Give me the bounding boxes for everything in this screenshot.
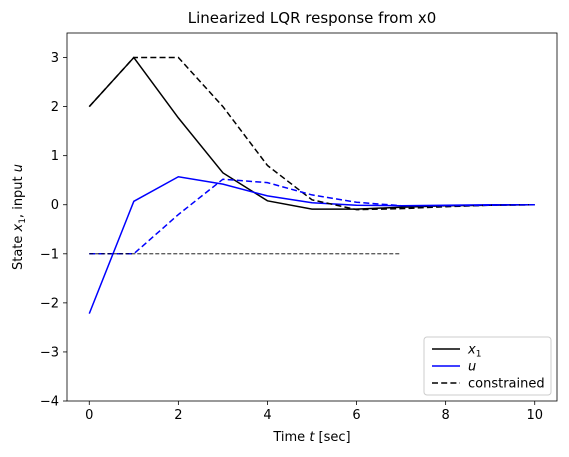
x-tick-label: 8	[441, 408, 449, 423]
y-tick-label: 3	[51, 51, 59, 66]
series-line-x1	[88, 56, 535, 210]
x-tick-label: 6	[352, 408, 360, 423]
y-tick-label: 2	[51, 100, 59, 115]
y-tick-label: −3	[40, 345, 59, 360]
series-line-u	[88, 175, 535, 314]
y-tick-label: −2	[40, 296, 59, 311]
series-line-u-constrained	[89, 178, 535, 255]
legend: x1u constrained	[423, 336, 552, 396]
y-tick-label: 0	[51, 198, 59, 213]
legend-label: x1	[467, 343, 481, 360]
series-lines	[88, 56, 535, 314]
y-tick-label: 1	[51, 149, 59, 164]
series-line-constrained	[88, 56, 535, 211]
y-axis: −4 −3 −2 −1 0 1 2 3	[40, 51, 67, 410]
x-tick-label: 4	[263, 408, 271, 423]
x-tick-label: 2	[174, 408, 182, 423]
x-tick-label: 10	[526, 408, 543, 423]
x-axis-label: Time t [sec]	[272, 430, 350, 445]
legend-box	[423, 336, 552, 396]
x-axis: 0 2 4 6 8 10	[85, 401, 543, 423]
x-tick-label: 0	[85, 408, 93, 423]
plot-frame	[66, 32, 558, 402]
y-tick-label: −4	[40, 395, 59, 410]
y-tick-label: −1	[40, 247, 59, 262]
y-axis-label: State x1, input u	[11, 164, 28, 270]
plot-area	[66, 32, 558, 402]
legend-label: constrained	[468, 377, 545, 392]
chart-title: Linearized LQR response from x0	[188, 9, 437, 27]
legend-label: u	[468, 360, 476, 375]
